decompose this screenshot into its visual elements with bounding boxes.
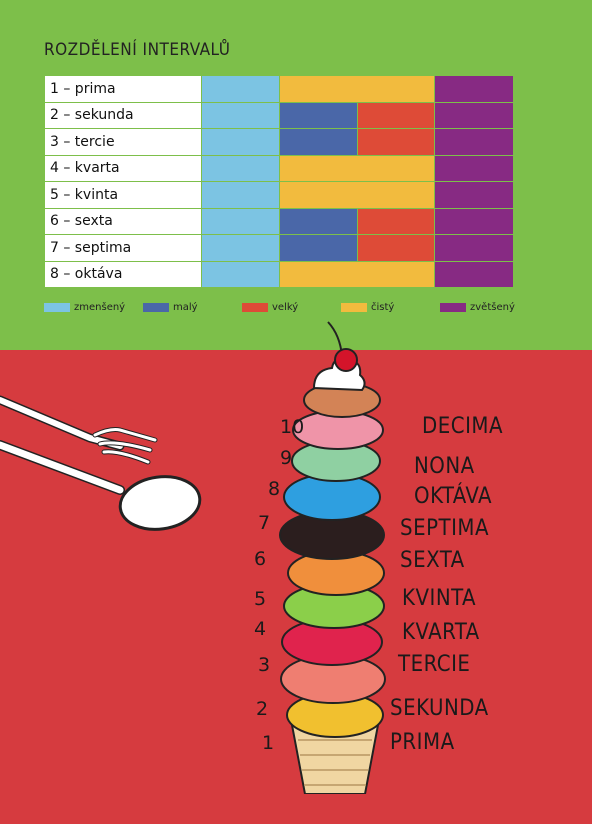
legend-item: velký: [242, 302, 298, 313]
scoop-number: 7: [258, 512, 271, 534]
cell-zvetseny: [434, 181, 514, 209]
fork-icon: [0, 395, 158, 465]
cell-maly: [279, 101, 358, 129]
scoop-label: KVARTA: [402, 620, 480, 645]
row-label: 8 – oktáva: [44, 260, 202, 288]
cell-velky: [357, 207, 435, 235]
table-row: 2 – sekunda: [44, 101, 514, 129]
cell-zmenseny: [201, 234, 280, 262]
table-row: 7 – septima: [44, 234, 514, 262]
spoon-icon: [0, 440, 202, 531]
table-row: 4 – kvarta: [44, 154, 514, 182]
scoop-number: 2: [256, 698, 269, 720]
cell-zmenseny: [201, 260, 280, 288]
legend-swatch: [242, 303, 268, 312]
row-label: 1 – prima: [44, 75, 202, 103]
cell-maly: [279, 128, 358, 156]
scoop-label: KVINTA: [402, 586, 477, 611]
row-label: 3 – tercie: [44, 128, 202, 156]
row-label: 6 – sexta: [44, 207, 202, 235]
cell-velky: [357, 234, 435, 262]
scoop-number: 6: [254, 548, 267, 570]
row-label: 4 – kvarta: [44, 154, 202, 182]
cell-maly: [279, 234, 358, 262]
scoop-label: TERCIE: [398, 652, 471, 677]
legend-label: malý: [173, 302, 198, 313]
row-label: 5 – kvinta: [44, 181, 202, 209]
scoop-label: SEXTA: [400, 548, 465, 573]
bottom-panel: 10 9 8 7 6 5 4 3 2 1 DECIMA NONA OKTÁVA …: [0, 321, 592, 824]
cell-cisty: [279, 181, 435, 209]
legend-item: malý: [143, 302, 198, 313]
cell-zvetseny: [434, 234, 514, 262]
ice-cream-icon: [279, 321, 386, 794]
scoop-number: 8: [268, 478, 281, 500]
table-row: 3 – tercie: [44, 128, 514, 156]
cell-zmenseny: [201, 128, 280, 156]
cell-zmenseny: [201, 154, 280, 182]
row-label: 2 – sekunda: [44, 101, 202, 129]
scoop-label: NONA: [414, 454, 475, 479]
cell-velky: [357, 101, 435, 129]
cell-cisty: [279, 154, 435, 182]
top-panel: ROZDĚLENÍ INTERVALŮ 1 – prima 2 – sekund…: [0, 0, 592, 350]
table-row: 1 – prima: [44, 75, 514, 103]
table-row: 8 – oktáva: [44, 260, 514, 288]
cell-zmenseny: [201, 101, 280, 129]
table-row: 5 – kvinta: [44, 181, 514, 209]
legend-label: zvětšený: [470, 302, 515, 313]
cell-maly: [279, 207, 358, 235]
cell-zvetseny: [434, 207, 514, 235]
scoop-label: DECIMA: [422, 414, 504, 439]
cell-zvetseny: [434, 260, 514, 288]
scoop-number: 10: [280, 416, 305, 438]
legend-swatch: [341, 303, 367, 312]
legend-item: zvětšený: [440, 302, 515, 313]
scoop-number: 5: [254, 588, 267, 610]
cell-zvetseny: [434, 75, 514, 103]
scoop-label: SEKUNDA: [390, 696, 489, 721]
legend-item: zmenšený: [44, 302, 125, 313]
scoop-label: SEPTIMA: [400, 516, 490, 541]
table-row: 6 – sexta: [44, 207, 514, 235]
legend-label: zmenšený: [74, 302, 126, 313]
page-title: ROZDĚLENÍ INTERVALŮ: [44, 40, 231, 60]
cell-zvetseny: [434, 154, 514, 182]
cell-zmenseny: [201, 75, 280, 103]
cell-zvetseny: [434, 128, 514, 156]
interval-table: 1 – prima 2 – sekunda 3 – tercie 4 – kva…: [44, 75, 514, 288]
legend-label: čistý: [371, 302, 395, 313]
scoop-number: 3: [258, 654, 271, 676]
scoop-label: OKTÁVA: [414, 484, 493, 509]
cell-cisty: [279, 75, 435, 103]
scoop-number: 9: [280, 447, 293, 469]
row-label: 7 – septima: [44, 234, 202, 262]
cell-zmenseny: [201, 181, 280, 209]
legend-swatch: [44, 303, 70, 312]
scoop-number: 1: [262, 732, 275, 754]
legend: zmenšený malý velký čistý zvětšený: [44, 302, 524, 316]
cell-cisty: [279, 260, 435, 288]
legend-item: čistý: [341, 302, 394, 313]
scoop-label: PRIMA: [390, 730, 455, 755]
legend-label: velký: [272, 302, 299, 313]
scoop-number: 4: [254, 618, 267, 640]
cell-velky: [357, 128, 435, 156]
cell-zvetseny: [434, 101, 514, 129]
legend-swatch: [143, 303, 169, 312]
cell-zmenseny: [201, 207, 280, 235]
legend-swatch: [440, 303, 466, 312]
